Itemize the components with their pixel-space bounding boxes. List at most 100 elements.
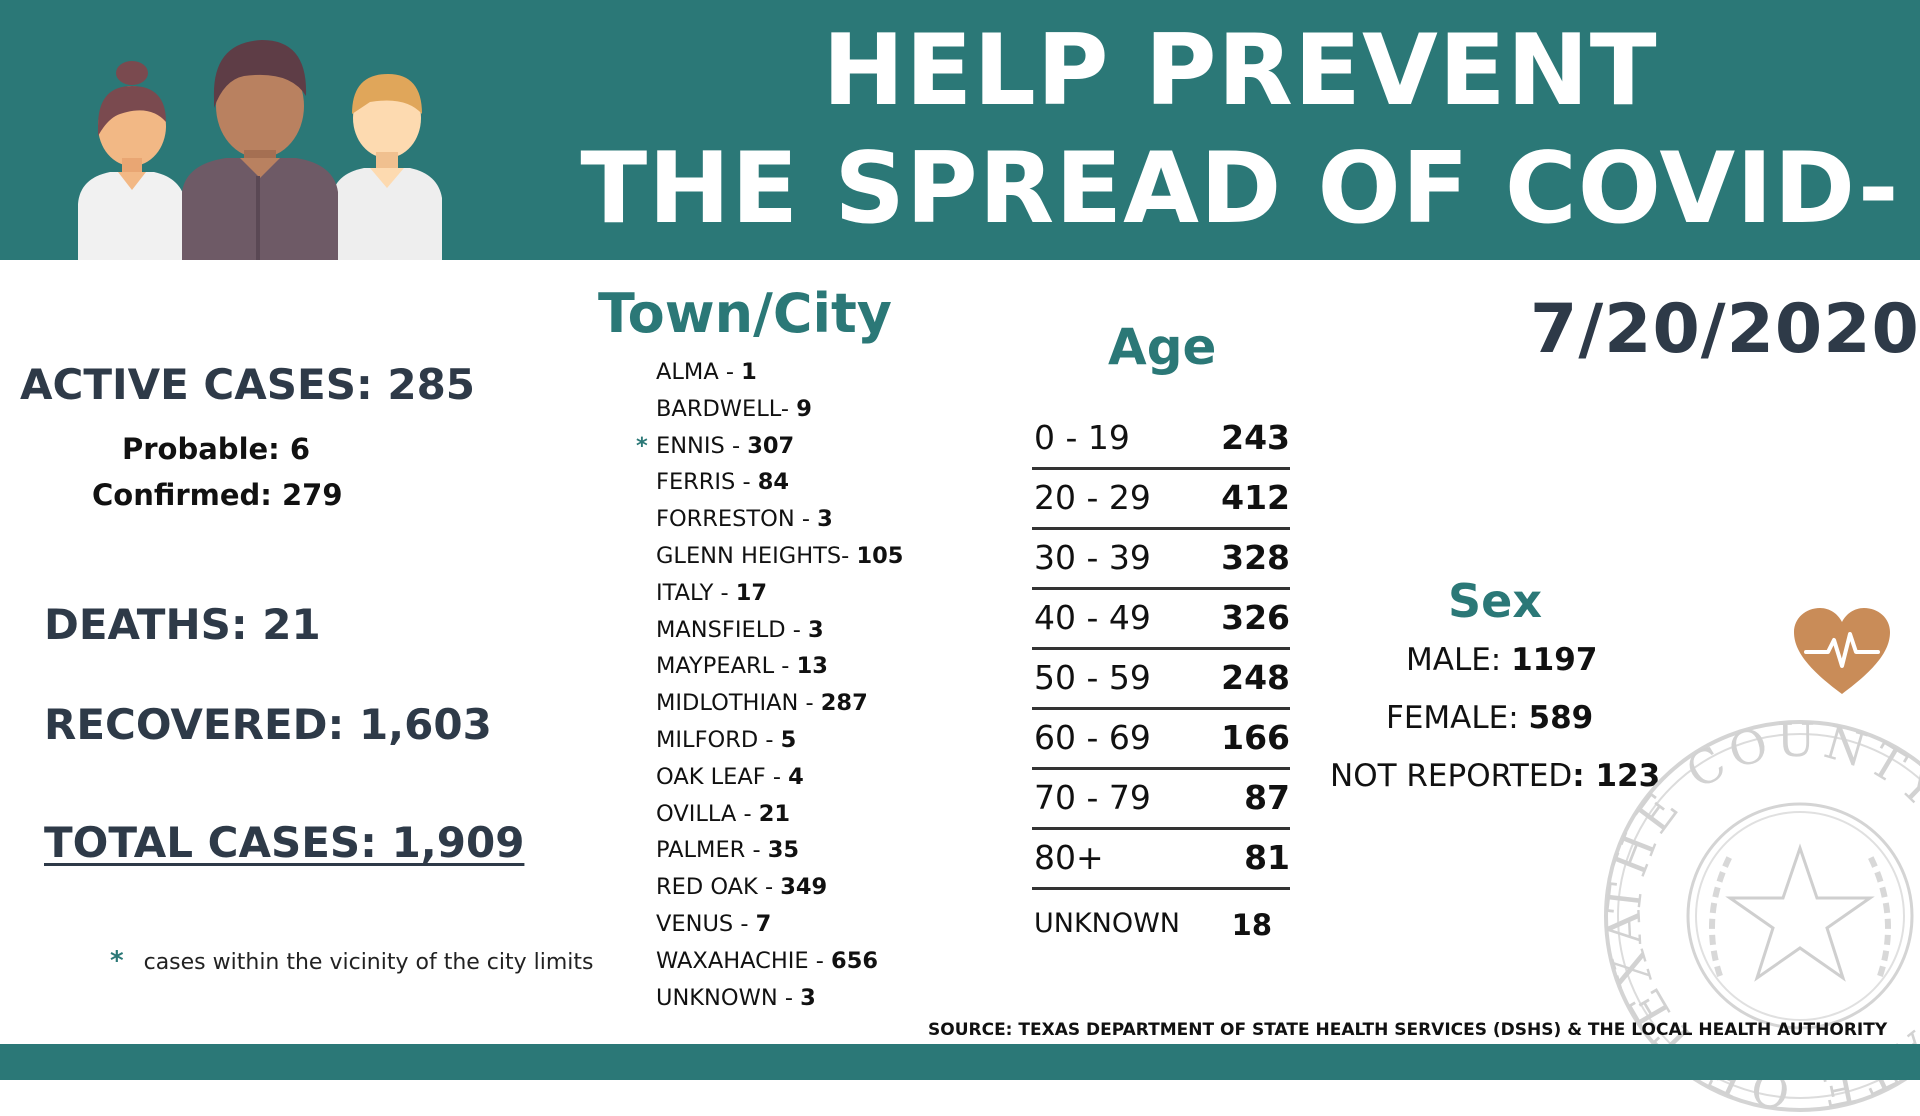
town-item: ITALY - 17 — [656, 575, 903, 612]
town-name: MILFORD - — [656, 726, 781, 753]
town-item: ALMA - 1 — [656, 354, 903, 391]
age-value: 243 — [1221, 418, 1290, 457]
town-name: OVILLA - — [656, 800, 759, 827]
town-item: MAYPEARL - 13 — [656, 648, 903, 685]
town-count: 13 — [796, 653, 828, 680]
town-name: VENUS - — [656, 910, 756, 937]
town-count: 3 — [817, 506, 833, 533]
town-item: VENUS - 7 — [656, 906, 903, 943]
age-range: 30 - 39 — [1034, 538, 1151, 577]
sex-female-label: FEMALE: — [1386, 700, 1529, 736]
age-heading: Age — [1108, 318, 1217, 376]
town-name: OAK LEAF - — [656, 763, 789, 790]
footnote: * cases within the vicinity of the city l… — [110, 946, 594, 976]
confirmed-cases: Confirmed: 279 — [92, 478, 343, 512]
age-range: 60 - 69 — [1034, 718, 1151, 757]
town-count: 656 — [831, 947, 879, 974]
town-count: 9 — [796, 395, 812, 422]
heart-pulse-icon — [1794, 608, 1890, 694]
footnote-text: cases within the vicinity of the city li… — [143, 950, 594, 975]
town-count: 287 — [820, 690, 868, 717]
sex-male: MALE: 1197 — [1406, 642, 1597, 678]
age-value: 248 — [1221, 658, 1290, 697]
town-name: UNKNOWN - — [656, 984, 801, 1011]
deaths-count: DEATHS: 21 — [44, 600, 321, 649]
town-count: 17 — [735, 579, 768, 606]
age-range: 80+ — [1034, 838, 1104, 877]
age-value: 326 — [1221, 598, 1290, 637]
town-item: MANSFIELD - 3 — [656, 612, 903, 649]
age-range: 0 - 19 — [1034, 418, 1130, 457]
town-list: ALMA - 1 BARDWELL- 9 * ENNIS - 307 FERRIS - … — [636, 354, 903, 1017]
town-item: RED OAK - 349 — [656, 869, 903, 906]
sex-notrep-value: : 123 — [1572, 758, 1661, 794]
town-name: ITALY - — [656, 579, 736, 606]
town-name: RED OAK - — [656, 874, 781, 901]
footer-bar — [0, 1044, 1920, 1080]
town-count: 5 — [780, 726, 797, 753]
town-item: MILFORD - 5 — [656, 722, 903, 759]
town-name: FERRIS - — [656, 469, 758, 496]
town-item: UNKNOWN - 3 — [656, 980, 903, 1017]
town-name: MANSFIELD - — [656, 616, 808, 643]
age-range: 50 - 59 — [1034, 658, 1151, 697]
town-item: PALMER - 35 — [656, 832, 903, 869]
town-count: 3 — [808, 616, 824, 643]
age-row: 50 - 59 248 — [1032, 650, 1290, 710]
header-banner: HELP PREVENT THE SPREAD OF COVID-19 — [0, 0, 1920, 364]
title-line-2: THE SPREAD OF COVID-19 — [580, 132, 1900, 364]
age-table: 0 - 19 243 20 - 29 412 30 - 39 328 40 - 49 326 5… — [1032, 410, 1290, 947]
town-item: MIDLOTHIAN - 287 — [656, 685, 903, 722]
town-count: 349 — [780, 874, 828, 901]
sex-male-value: 1197 — [1511, 642, 1598, 678]
town-item: FERRIS - 84 — [656, 464, 903, 501]
town-name: MIDLOTHIAN - — [656, 690, 821, 717]
town-item: GLENN HEIGHTS- 105 — [656, 538, 903, 575]
report-date: 7/20/2020 — [1530, 290, 1920, 369]
town-count: 7 — [755, 910, 772, 937]
town-name: MAYPEARL - — [656, 653, 797, 680]
age-value: 18 — [1231, 908, 1272, 942]
town-count: 84 — [757, 469, 790, 496]
sex-male-label: MALE: — [1406, 642, 1512, 678]
age-row: UNKNOWN 18 — [1032, 890, 1290, 947]
age-range: UNKNOWN — [1034, 908, 1181, 939]
town-item: * ENNIS - 307 — [636, 428, 903, 465]
age-range: 20 - 29 — [1034, 478, 1151, 517]
age-row: 0 - 19 243 — [1032, 410, 1290, 470]
town-item: BARDWELL- 9 — [656, 391, 903, 428]
town-city-heading: Town/City — [598, 282, 892, 345]
town-count: 21 — [758, 800, 791, 827]
town-name: BARDWELL- — [656, 395, 797, 422]
town-count: 307 — [747, 432, 795, 459]
active-cases: ACTIVE CASES: 285 — [20, 360, 476, 409]
sex-female: FEMALE: 589 — [1386, 700, 1593, 736]
recovered-count: RECOVERED: 1,603 — [44, 700, 492, 749]
town-item: WAXAHACHIE - 656 — [656, 943, 903, 980]
probable-cases: Probable: 6 — [122, 432, 311, 466]
title-line-1: HELP PREVENT — [822, 14, 1658, 128]
age-value: 81 — [1244, 838, 1290, 877]
town-name: FORRESTON - — [656, 506, 818, 533]
town-count: 35 — [767, 837, 800, 864]
sex-heading: Sex — [1448, 574, 1542, 628]
town-item: OVILLA - 21 — [656, 796, 903, 833]
age-row: 40 - 49 326 — [1032, 590, 1290, 650]
age-row: 20 - 29 412 — [1032, 470, 1290, 530]
town-name: GLENN HEIGHTS- — [656, 542, 857, 569]
town-item: FORRESTON - 3 — [656, 501, 903, 538]
age-value: 328 — [1221, 538, 1290, 577]
sex-female-value: 589 — [1528, 700, 1594, 736]
people-illustration — [78, 40, 442, 260]
town-item: OAK LEAF - 4 — [656, 759, 903, 796]
sex-notrep-label: NOT REPORTED — [1330, 758, 1573, 794]
total-cases: TOTAL CASES: 1,909 — [44, 818, 525, 867]
sex-not-reported: NOT REPORTED: 123 — [1330, 758, 1660, 794]
asterisk-icon: * — [110, 946, 124, 976]
age-row: 60 - 69 166 — [1032, 710, 1290, 770]
town-name: PALMER - — [656, 837, 768, 864]
age-row: 80+ 81 — [1032, 830, 1290, 890]
age-range: 40 - 49 — [1034, 598, 1151, 637]
age-row: 30 - 39 328 — [1032, 530, 1290, 590]
town-name: ALMA - — [656, 359, 742, 385]
